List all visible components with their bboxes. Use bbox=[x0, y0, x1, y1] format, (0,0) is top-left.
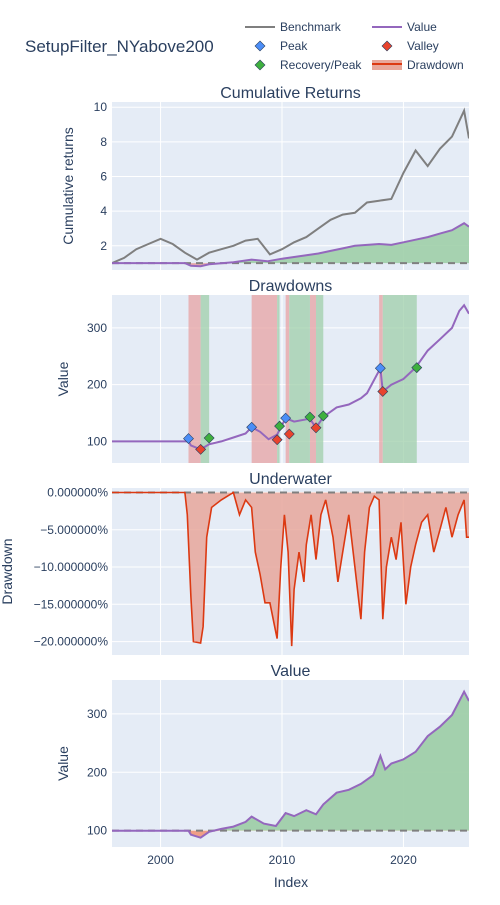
legend-swatch bbox=[381, 40, 393, 52]
recovery-marker bbox=[317, 410, 329, 422]
series-line-drawdown bbox=[112, 491, 469, 647]
gain-area bbox=[112, 223, 469, 264]
subplots: 2 4 6 8 10 Cumulative Returns Cumulative retur… bbox=[0, 85, 469, 867]
valley-marker bbox=[310, 422, 322, 434]
y-tick-label: 200 bbox=[87, 765, 107, 779]
legend-swatch bbox=[254, 59, 266, 71]
legend-label: Benchmark bbox=[280, 20, 342, 34]
subplot-title: Underwater bbox=[249, 471, 332, 488]
legend-label: Valley bbox=[407, 39, 439, 53]
subplot-title: Cumulative Returns bbox=[220, 85, 361, 102]
y-tick-label: 10 bbox=[94, 100, 108, 114]
legend-swatch bbox=[254, 40, 266, 52]
panel-drawdowns: 100 200 300 Drawdowns Value bbox=[55, 278, 469, 463]
drawdown-band bbox=[188, 295, 201, 463]
plot-area bbox=[112, 689, 469, 839]
y-tick-label: −15.000000% bbox=[34, 597, 109, 611]
peak-marker bbox=[280, 412, 292, 424]
recovery-marker bbox=[274, 420, 285, 432]
legend-item[interactable]: Value bbox=[372, 20, 437, 34]
x-tick-label: 2020 bbox=[390, 853, 417, 867]
recovery-marker bbox=[411, 362, 423, 374]
series-line-value bbox=[112, 303, 469, 451]
y-tick-label: 300 bbox=[87, 707, 107, 721]
peak-marker bbox=[246, 421, 258, 433]
recovery-marker bbox=[203, 432, 215, 444]
recovery-marker bbox=[304, 411, 316, 423]
panel-underwater: 0.000000% −5.000000% −10.000000% −15.000000… bbox=[0, 471, 469, 655]
plot-area bbox=[112, 107, 469, 268]
valley-marker bbox=[283, 428, 295, 440]
recovery-band bbox=[382, 295, 417, 463]
legend-item[interactable]: Peak bbox=[254, 39, 308, 53]
valley-marker bbox=[271, 434, 283, 446]
valley-marker bbox=[195, 443, 207, 455]
recovery-band bbox=[289, 295, 310, 463]
underwater-area bbox=[112, 492, 469, 647]
x-tick-label: 2000 bbox=[147, 853, 174, 867]
y-tick-label: −20.000000% bbox=[34, 635, 109, 649]
chart-title: SetupFilter_NYabove200 bbox=[25, 37, 214, 56]
legend-label: Value bbox=[407, 20, 437, 34]
y-tick-label: 100 bbox=[87, 824, 107, 838]
plot-area bbox=[112, 295, 469, 463]
y-tick-label: 200 bbox=[87, 378, 107, 392]
y-tick-label: 6 bbox=[100, 169, 107, 183]
drawdown-band bbox=[285, 295, 290, 463]
y-tick-label: −10.000000% bbox=[34, 560, 109, 574]
valley-marker bbox=[377, 386, 389, 397]
series-line-value bbox=[112, 689, 469, 839]
drawdown-band bbox=[251, 295, 278, 463]
y-axis-title: Value bbox=[55, 361, 71, 396]
drawdown-band bbox=[309, 295, 316, 463]
legend-label: Recovery/Peak bbox=[280, 58, 362, 72]
legend[interactable]: Benchmark Value Peak Valley Recovery/Peak Dra… bbox=[245, 20, 464, 72]
gain-area bbox=[112, 691, 469, 831]
y-axis-title: Value bbox=[55, 746, 71, 781]
legend-label: Peak bbox=[280, 39, 308, 53]
y-tick-label: 4 bbox=[100, 204, 107, 218]
y-tick-label: 0.000000% bbox=[47, 485, 108, 499]
legend-item[interactable]: Benchmark bbox=[245, 20, 342, 34]
y-axis-title: Cumulative returns bbox=[60, 127, 76, 245]
recovery-band bbox=[277, 295, 280, 463]
legend-item[interactable]: Valley bbox=[381, 39, 439, 53]
x-tick-label: 2010 bbox=[269, 853, 296, 867]
y-tick-label: 2 bbox=[100, 239, 107, 253]
series-line-benchmark bbox=[112, 107, 469, 265]
peak-marker bbox=[374, 362, 386, 374]
peak-marker bbox=[183, 433, 194, 445]
y-axis-title: Drawdown bbox=[0, 538, 15, 604]
series-line-value bbox=[112, 222, 469, 268]
y-tick-label: −5.000000% bbox=[40, 523, 108, 537]
y-tick-label: 100 bbox=[87, 434, 107, 448]
legend-label: Drawdown bbox=[407, 58, 464, 72]
legend-item[interactable]: Recovery/Peak bbox=[254, 58, 362, 72]
loss-area bbox=[112, 830, 469, 838]
y-tick-label: 8 bbox=[100, 135, 107, 149]
recovery-band bbox=[316, 295, 324, 463]
plot-area bbox=[112, 491, 469, 647]
recovery-band bbox=[200, 295, 210, 463]
x-axis-title: Index bbox=[274, 874, 308, 890]
subplot-title: Value bbox=[271, 663, 311, 680]
panel-value: 100 200 300 2000 2010 2020 Value Value bbox=[55, 663, 469, 867]
panel-cumret: 2 4 6 8 10 Cumulative Returns Cumulative retur… bbox=[60, 85, 469, 270]
subplot-title: Drawdowns bbox=[249, 278, 333, 295]
legend-item[interactable]: Drawdown bbox=[372, 58, 464, 72]
y-tick-label: 300 bbox=[87, 321, 107, 335]
